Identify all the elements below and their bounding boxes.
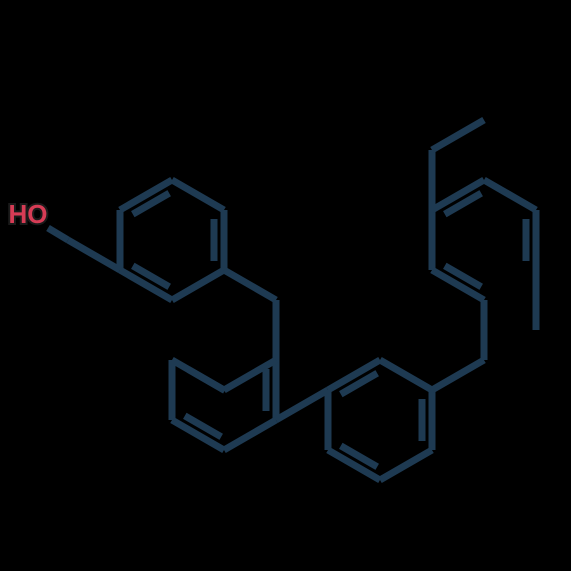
bond: [484, 180, 536, 210]
bond: [380, 360, 432, 390]
bond: [380, 450, 432, 480]
hydroxyl-label: HO: [9, 199, 48, 229]
bond: [432, 120, 484, 150]
bond: [172, 180, 224, 210]
bond: [276, 390, 328, 420]
bond: [224, 270, 276, 300]
bond-inner: [188, 369, 224, 390]
bond: [68, 240, 120, 270]
bond-oh: [48, 228, 68, 240]
molecule-diagram: HO: [0, 0, 571, 571]
bond: [432, 360, 484, 390]
bond: [172, 270, 224, 300]
bond: [224, 420, 276, 450]
